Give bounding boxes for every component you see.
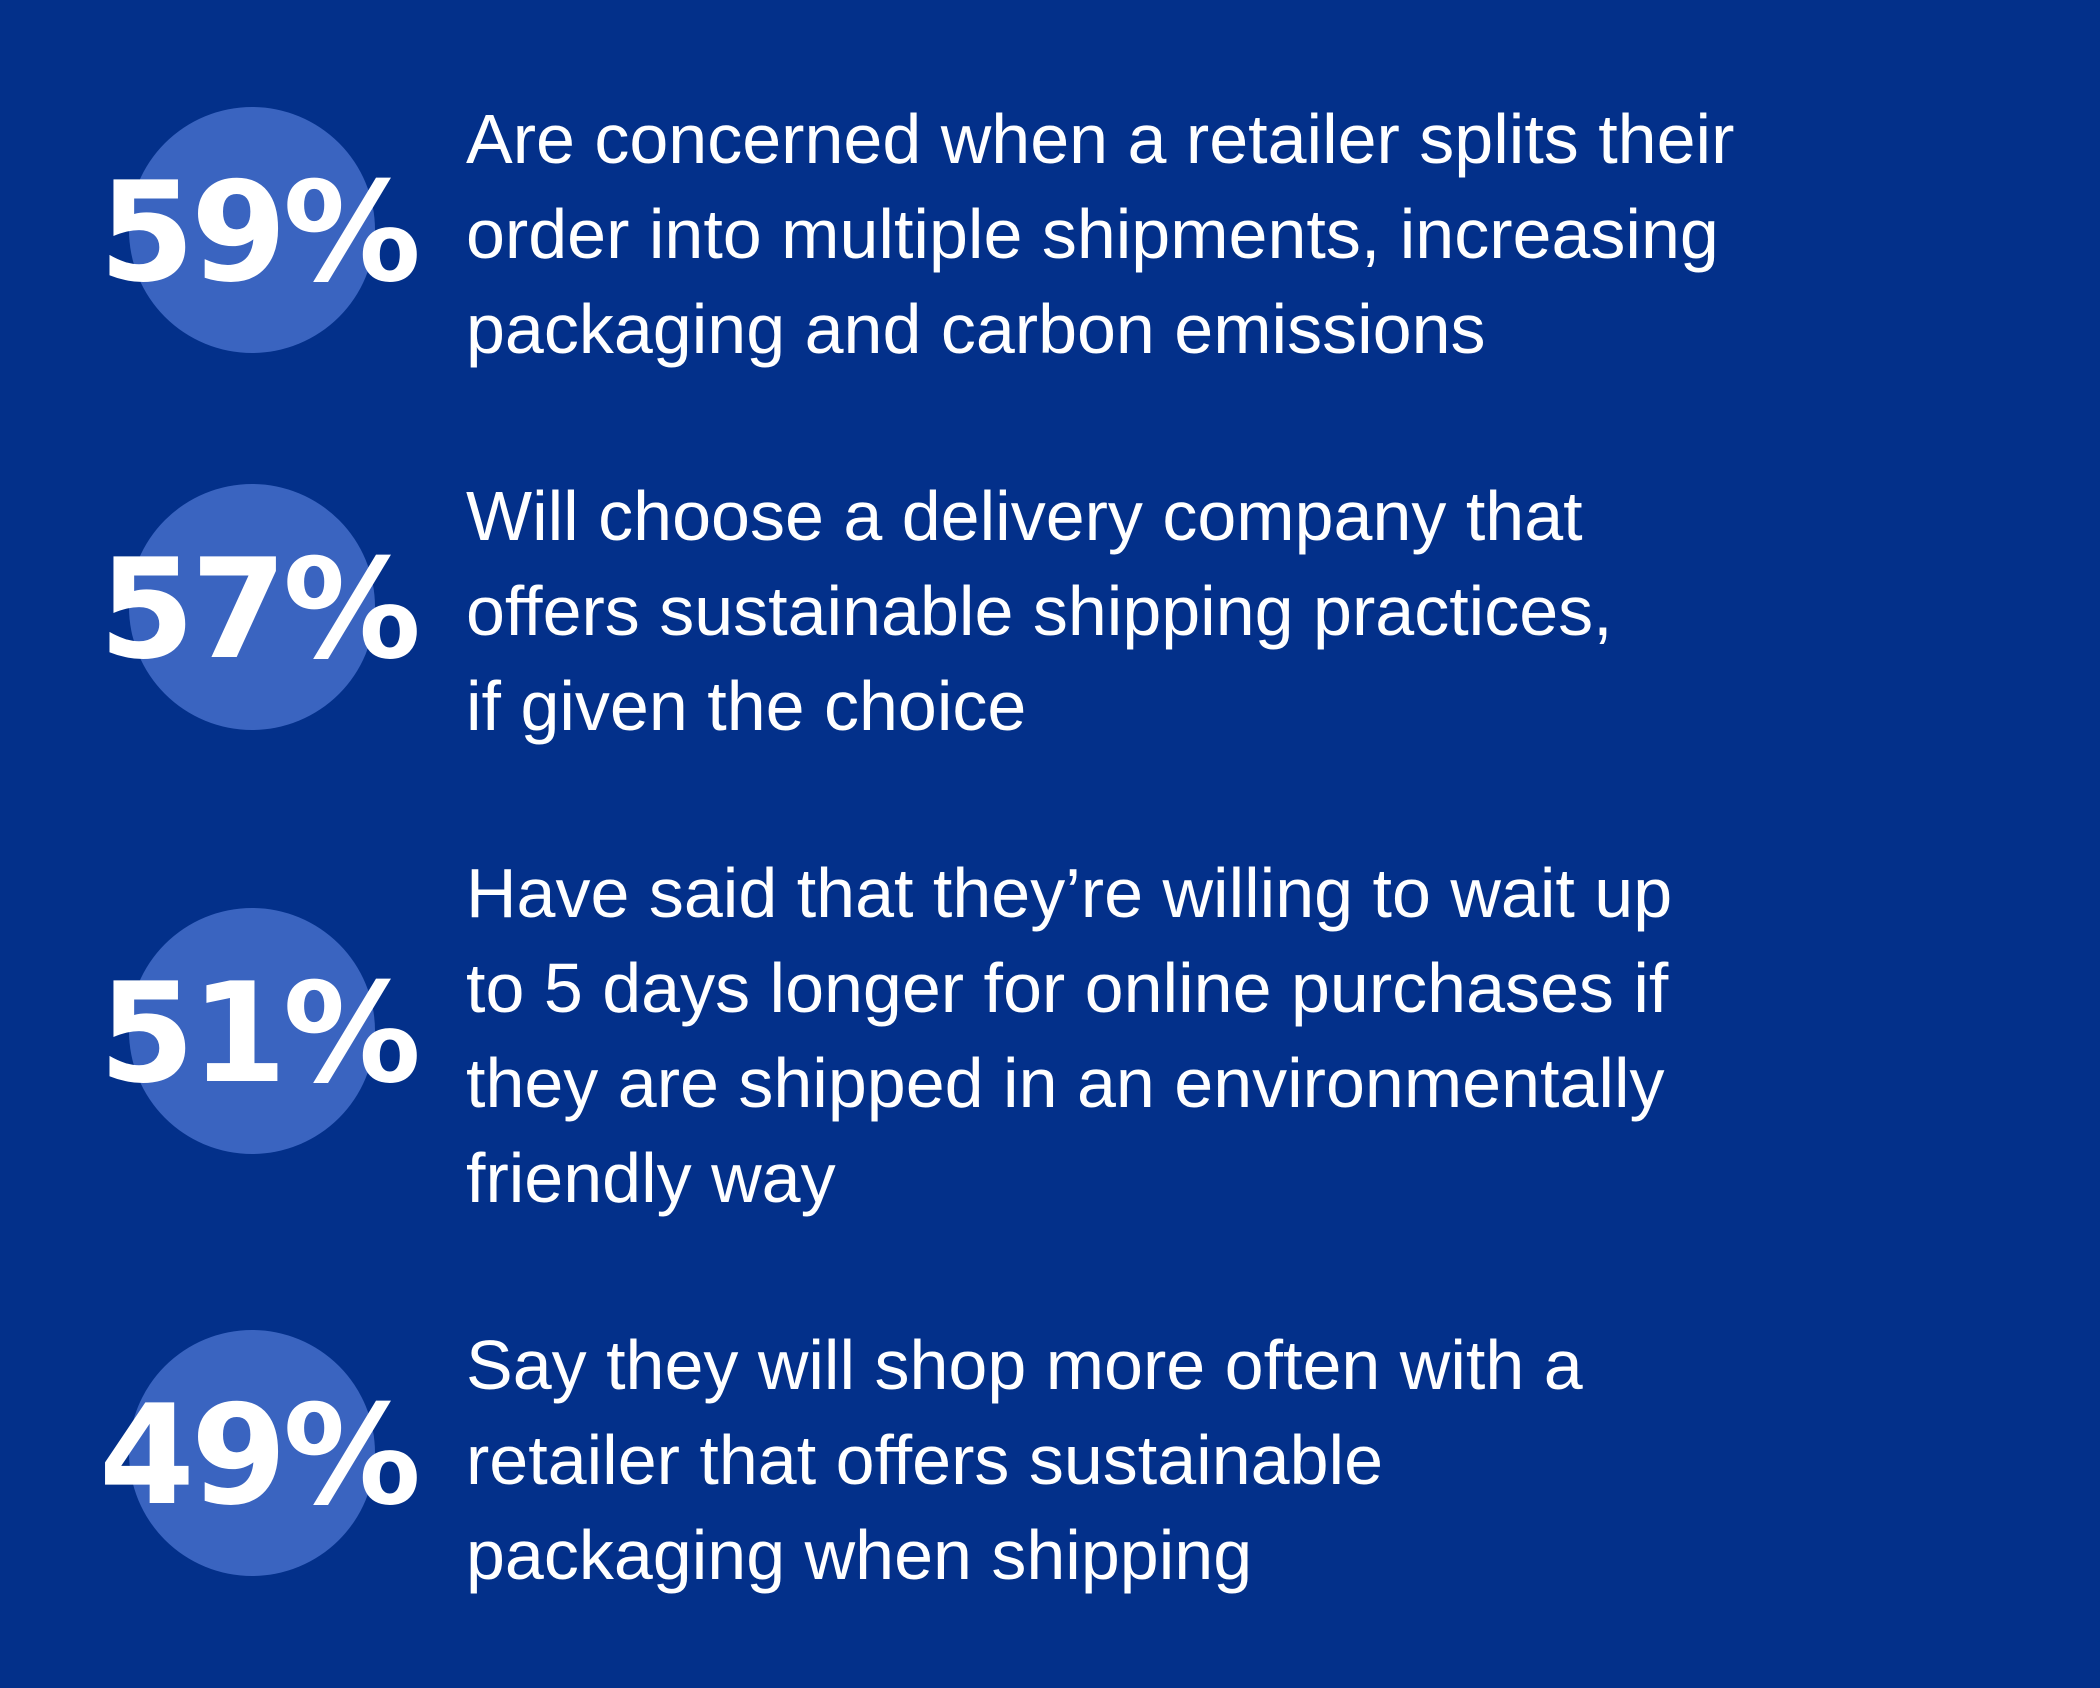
stat-circle	[129, 107, 375, 353]
stat-text-line: they are shipped in an environmentally	[466, 1044, 1665, 1122]
stat-text-line: order into multiple shipments, increasin…	[466, 195, 1719, 273]
stat-circle	[129, 908, 375, 1154]
stat-value: 51%	[99, 953, 417, 1114]
stat-text-line: Will choose a delivery company that	[466, 477, 1583, 555]
stat-text-line: packaging and carbon emissions	[466, 290, 1486, 368]
stat-text-line: retailer that offers sustainable	[466, 1421, 1383, 1499]
stat-value: 59%	[99, 152, 417, 313]
stat-text-line: to 5 days longer for online purchases if	[466, 949, 1669, 1027]
stat-value: 49%	[99, 1375, 417, 1536]
stat-text-line: if given the choice	[466, 667, 1026, 745]
stat-text-line: Are concerned when a retailer splits the…	[466, 100, 1734, 178]
stat-circle	[129, 1330, 375, 1576]
stat-text-line: Say they will shop more often with a	[466, 1326, 1583, 1404]
stat-text-line: friendly way	[466, 1139, 836, 1217]
stat-text-line: Have said that they’re willing to wait u…	[466, 854, 1672, 932]
stat-value: 57%	[99, 529, 417, 690]
stat-text-line: packaging when shipping	[466, 1516, 1252, 1594]
stat-circle	[129, 484, 375, 730]
stat-text-line: offers sustainable shipping practices,	[466, 572, 1613, 650]
